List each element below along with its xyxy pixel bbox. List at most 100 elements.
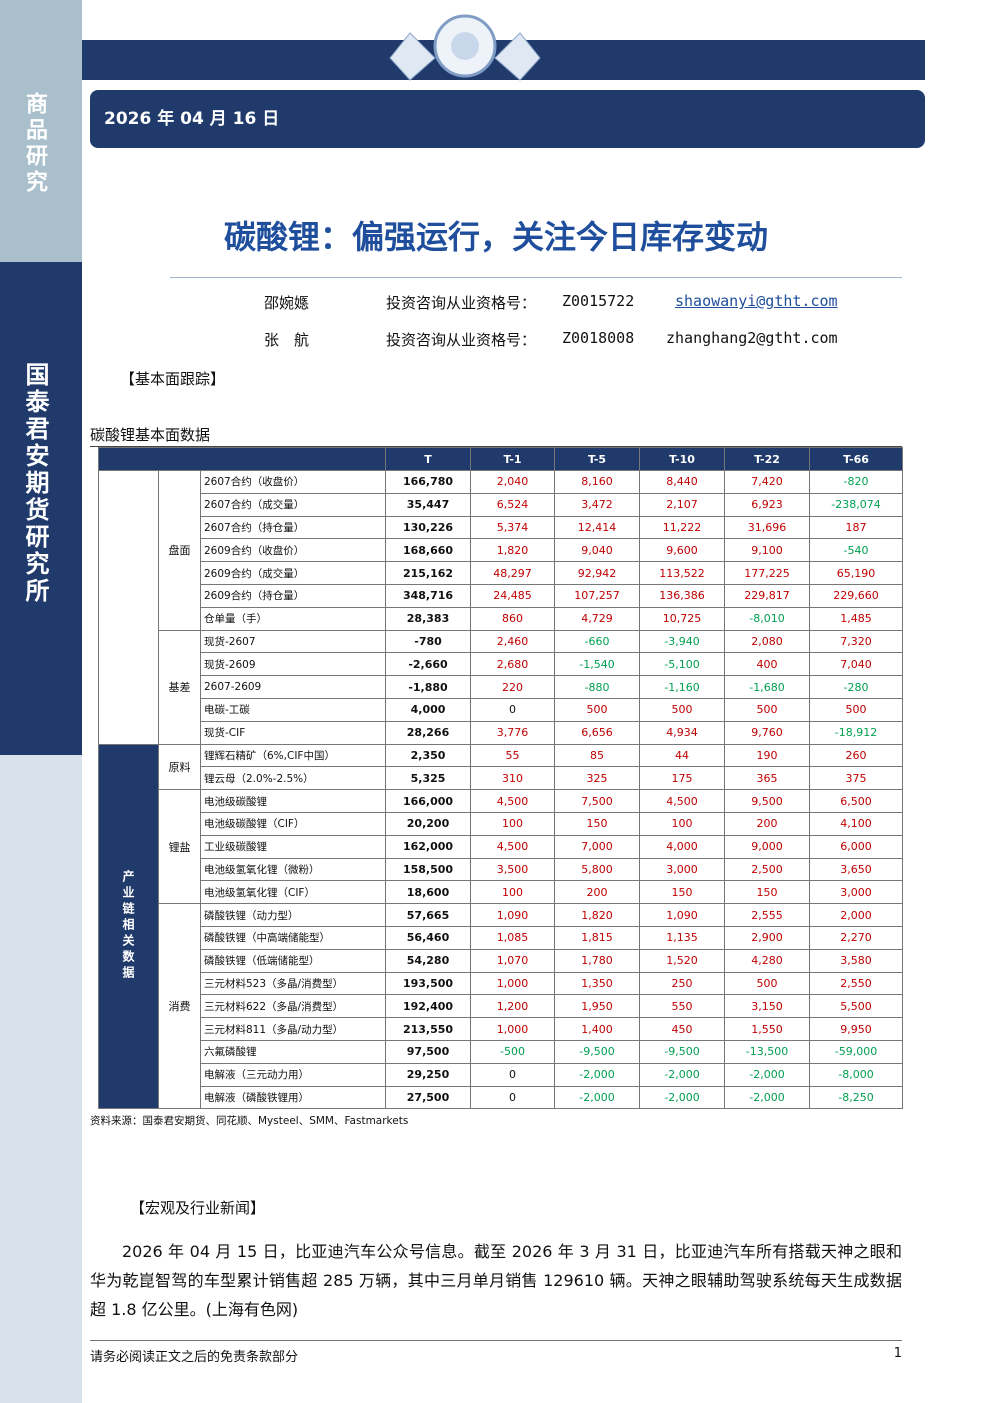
value-cell: 500 xyxy=(724,697,811,722)
item-cell: 2609合约（持仓量） xyxy=(199,583,387,608)
sidebar-bottom xyxy=(0,262,82,755)
column-header: T-1 xyxy=(470,447,556,471)
value-cell: 500 xyxy=(554,697,641,722)
value-cell: 10,725 xyxy=(639,606,726,631)
value-cell: -2,000 xyxy=(639,1085,726,1110)
value-cell: 190 xyxy=(724,743,811,768)
value-cell: 220 xyxy=(470,675,556,699)
value-cell: 5,500 xyxy=(809,994,904,1019)
report-title: 碳酸锂：偏强运行，关注今日库存变动 xyxy=(223,218,768,256)
value-cell: -540 xyxy=(809,538,904,563)
value-cell: 200 xyxy=(554,880,641,905)
data-row: 工业级碳酸锂 162,000 4,500 7,000 4,000 9,000 6,000 xyxy=(99,834,904,859)
value-cell: 97,500 xyxy=(385,1039,472,1064)
value-cell: 213,550 xyxy=(385,1017,472,1041)
logo-diamond xyxy=(389,14,541,81)
value-cell: 2,550 xyxy=(809,971,904,996)
value-cell: 35,447 xyxy=(385,492,472,517)
value-cell: 4,100 xyxy=(809,811,904,836)
header-cell xyxy=(97,447,387,471)
value-cell: 325 xyxy=(554,766,641,791)
value-cell: 31,696 xyxy=(724,515,811,540)
value-cell: 1,000 xyxy=(470,971,556,996)
value-cell: 229,817 xyxy=(724,583,811,608)
item-cell: 六氟磷酸锂 xyxy=(199,1039,387,1064)
value-cell: 3,500 xyxy=(470,857,556,882)
value-cell: 1,135 xyxy=(639,925,726,950)
value-cell: 250 xyxy=(639,971,726,996)
item-cell: 电解液（三元动力用） xyxy=(199,1062,387,1087)
value-cell: 200 xyxy=(724,811,811,836)
value-cell: -238,074 xyxy=(809,492,904,517)
data-row: 2607合约（持仓量） 130,226 5,374 12,414 11,222 31,69… xyxy=(99,515,904,540)
value-cell: 1,780 xyxy=(554,948,641,973)
source-note: 资料来源：国泰君安期货、同花顺、Mysteel、SMM、Fastmarkets xyxy=(90,1115,409,1127)
value-cell: -5,100 xyxy=(639,652,726,677)
value-cell: 5,325 xyxy=(385,766,472,791)
header-row: T T-1 T-5 T-10 T-22 T-66 xyxy=(97,447,904,471)
value-cell: 400 xyxy=(724,652,811,677)
table-rule xyxy=(90,446,902,447)
author-email[interactable]: shaowanyi@gtht.com xyxy=(675,292,838,310)
value-cell: 54,280 xyxy=(385,948,472,973)
value-cell: -2,000 xyxy=(554,1062,641,1087)
item-cell: 2607合约（成交量） xyxy=(199,492,387,517)
data-row: 三元材料523（多晶/消费型） 193,500 1,000 1,350 250 500 2,… xyxy=(99,971,904,996)
item-cell: 电池级氢氧化锂（CIF） xyxy=(199,880,387,905)
value-cell: 500 xyxy=(724,971,811,996)
value-cell: 7,420 xyxy=(724,470,811,494)
value-cell: 4,729 xyxy=(554,606,641,631)
value-cell: 500 xyxy=(809,697,904,722)
item-cell: 磷酸铁锂（低端储能型） xyxy=(199,948,387,973)
value-cell: 1,000 xyxy=(470,1017,556,1041)
value-cell: -280 xyxy=(809,675,904,699)
value-cell: 6,923 xyxy=(724,492,811,517)
value-cell: -1,880 xyxy=(385,675,472,699)
value-cell: -8,250 xyxy=(809,1085,904,1110)
value-cell: 1,085 xyxy=(470,925,556,950)
item-cell: 2607-2609 xyxy=(199,675,387,699)
value-cell: 1,950 xyxy=(554,994,641,1019)
value-cell: -780 xyxy=(385,629,472,654)
item-cell: 三元材料622（多晶/消费型） xyxy=(199,994,387,1019)
item-cell: 三元材料523（多晶/消费型） xyxy=(199,971,387,996)
value-cell: 1,820 xyxy=(554,903,641,927)
value-cell: 3,000 xyxy=(809,880,904,905)
item-cell: 2609合约（收盘价） xyxy=(199,538,387,563)
table-title: 碳酸锂基本面数据 xyxy=(90,426,211,444)
author-email: zhanghang2@gtht.com xyxy=(666,329,838,347)
cert-label: 投资咨询从业资格号： xyxy=(386,331,537,349)
data-row: 盘面 2607合约（收盘价） 166,780 2,040 8,160 8,440 7,420… xyxy=(98,470,904,745)
value-cell: 3,776 xyxy=(470,720,556,745)
item-cell: 现货-CIF xyxy=(199,720,387,745)
value-cell: 3,580 xyxy=(809,948,904,973)
value-cell: -59,000 xyxy=(809,1039,904,1064)
value-cell: 158,500 xyxy=(385,857,472,882)
value-cell: 166,000 xyxy=(385,789,472,813)
subgroup-cell: 盘面 xyxy=(158,470,201,631)
value-cell: 2,000 xyxy=(809,903,904,927)
column-header: T-22 xyxy=(724,447,811,471)
news-paragraph: 2026 年 04 月 15 日，比亚迪汽车公众号信息。截至 2026 年 3 … xyxy=(90,1242,902,1319)
value-cell: 2,555 xyxy=(724,903,811,927)
value-cell: 6,656 xyxy=(554,720,641,745)
value-cell: 2,270 xyxy=(809,925,904,950)
value-cell: 29,250 xyxy=(385,1062,472,1087)
value-cell: -18,912 xyxy=(809,720,904,745)
value-cell: 11,222 xyxy=(639,515,726,540)
data-row: 三元材料622（多晶/消费型） 192,400 1,200 1,950 550 3,150… xyxy=(99,994,904,1019)
value-cell: 6,000 xyxy=(809,834,904,859)
subgroup-cell: 锂盐 xyxy=(158,789,201,905)
value-cell: 1,820 xyxy=(470,538,556,563)
group-cell: 产业链相关数据 xyxy=(98,743,159,1110)
item-cell: 电池级碳酸锂 xyxy=(199,789,387,813)
value-cell: 7,000 xyxy=(554,834,641,859)
value-cell: 24,485 xyxy=(470,583,556,608)
value-cell: -1,160 xyxy=(639,675,726,699)
value-cell: -2,000 xyxy=(639,1062,726,1087)
value-cell: -9,500 xyxy=(554,1039,641,1064)
column-header: T xyxy=(385,447,472,471)
data-row: 电解液（三元动力用） 29,250 0 -2,000 -2,000 -2,000 -8,00… xyxy=(99,1062,904,1087)
value-cell: 57,665 xyxy=(385,903,472,927)
sidebar-top xyxy=(0,0,82,262)
